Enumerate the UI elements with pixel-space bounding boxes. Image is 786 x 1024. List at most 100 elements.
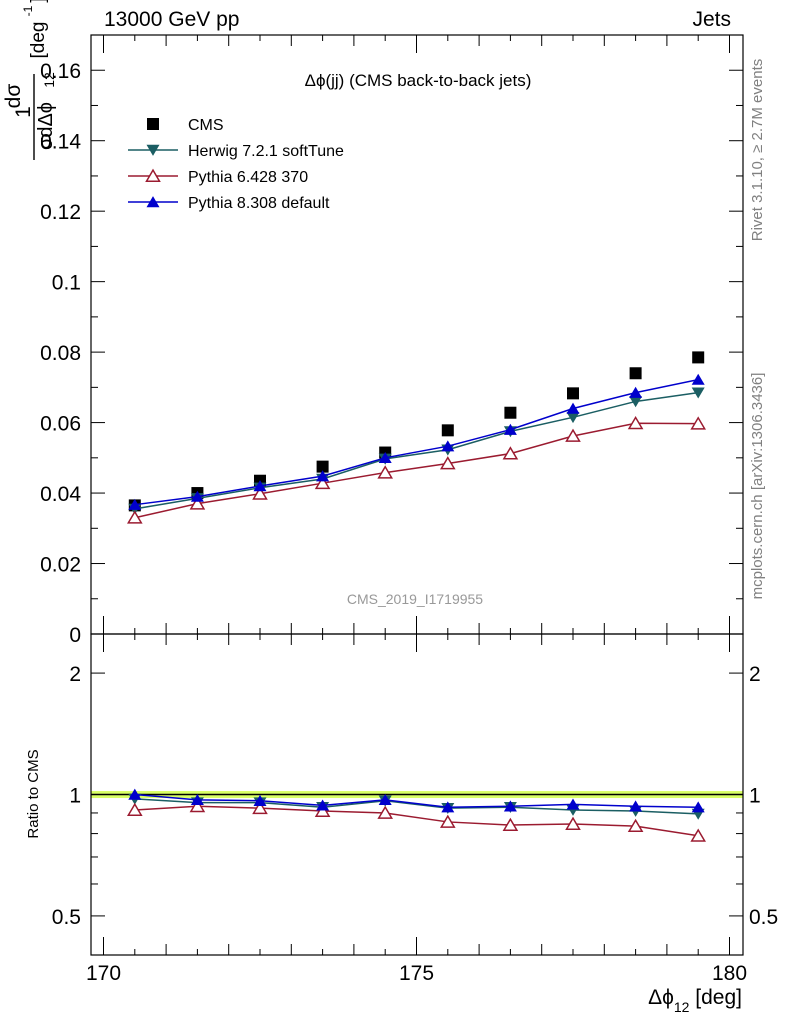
main-point-pythia-6-428-370: [690, 416, 707, 430]
legend-label: CMS: [188, 117, 224, 134]
ratio-point-pythia-8-308-default: [566, 798, 580, 810]
main-point-pythia-6-428-370: [439, 456, 456, 470]
main-point-cms: [692, 351, 705, 364]
main-y-tick-label: 0.04: [40, 483, 81, 506]
ratio-point-pythia-8-308-default: [128, 788, 142, 800]
ratio-y-tick-label: 1: [69, 785, 81, 808]
main-point-pythia-6-428-370: [252, 486, 268, 500]
main-point-pythia-8-308-default: [316, 470, 330, 482]
main-point-herwig-7-2-1-softtune: [691, 387, 705, 399]
ratio-point-pythia-8-308-default: [691, 801, 705, 813]
ratio-line-herwig-7-2-1-softtune: [134, 798, 699, 815]
ratio-point-pythia-8-308-default: [503, 800, 517, 812]
ratio-band-layer: [91, 791, 743, 799]
y-label-unit: [deg: [28, 22, 49, 59]
ratio-y-tick-label: 2: [69, 663, 81, 686]
legend-marker: [147, 118, 159, 130]
ratio-point-pythia-6-428-370: [377, 805, 394, 819]
ratio-y-tick-label: 0.5: [52, 906, 81, 929]
process-label: Jets: [692, 8, 731, 31]
ratio-line-pythia-8-308-default: [134, 793, 699, 808]
main-y-tick-label: 0.08: [40, 342, 81, 365]
ratio-point-pythia-8-308-default: [316, 799, 330, 811]
main-point-cms: [504, 406, 517, 419]
y-label-denominator: σdΔϕ: [35, 102, 57, 150]
ratio-y-tick-label-right: 1: [749, 785, 761, 808]
main-point-herwig-7-2-1-softtune: [566, 412, 580, 424]
text-layer: 0 0.02 0.04 0.06 0.08 0.1 0.12 0.14 0.16 170 175 18…: [2, 0, 778, 1015]
main-y-tick-label: 0.06: [40, 413, 81, 436]
main-point-pythia-8-308-default: [441, 440, 455, 452]
main-point-pythia-8-308-default: [503, 423, 517, 435]
ratio-point-pythia-6-428-370: [189, 798, 206, 813]
ratio-point-pythia-8-308-default: [629, 800, 643, 812]
legend-label: Pythia 8.308 default: [188, 195, 330, 212]
ratio-point-pythia-6-428-370: [565, 816, 581, 830]
main-point-pythia-6-428-370: [126, 510, 143, 524]
main-point-pythia-8-308-default: [253, 480, 267, 492]
main-series-herwig-7-2-1-softtune: [128, 387, 705, 515]
main-point-pythia-6-428-370: [314, 475, 331, 490]
x-tick-label: 175: [399, 962, 434, 985]
legend-marker: [146, 144, 160, 156]
main-y-tick-label: 0.1: [52, 272, 81, 295]
main-series-cms: [128, 351, 705, 512]
ratio-point-pythia-6-428-370: [502, 817, 519, 831]
main-y-tick-label: 0.16: [40, 60, 81, 83]
main-series-pythia-6-428-370: [126, 415, 707, 524]
ratio-point-pythia-6-428-370: [690, 828, 707, 842]
legend: CMS Herwig 7.2.1 softTune Pythia 6.428 370…: [128, 117, 344, 212]
legend-label: Herwig 7.2.1 softTune: [188, 143, 344, 160]
main-point-pythia-8-308-default: [128, 498, 142, 510]
analysis-watermark: CMS_2019_I1719955: [347, 591, 483, 607]
main-y-tick-label: 0.14: [40, 131, 81, 154]
main-line-herwig-7-2-1-softtune: [134, 391, 699, 510]
main-point-pythia-8-308-default: [566, 402, 580, 414]
main-point-pythia-6-428-370: [377, 465, 394, 479]
mcplots-label: mcplots.cern.ch [arXiv:1306.3436]: [749, 373, 766, 600]
ratio-point-pythia-8-308-default: [378, 793, 392, 806]
y-label-unit-exp: -1: [21, 5, 35, 16]
main-line-pythia-6-428-370: [134, 422, 699, 519]
energy-label: 13000 GeV pp: [104, 8, 240, 31]
main-point-pythia-6-428-370: [627, 415, 644, 430]
x-axis-label: Δϕ12 [deg]: [648, 986, 742, 1015]
y-label-unit-close: ]: [28, 0, 49, 3]
ratio-point-pythia-8-308-default: [190, 793, 204, 806]
series-layer: [126, 351, 707, 842]
main-y-tick-label: 0.02: [40, 554, 81, 577]
main-point-cms: [441, 424, 454, 437]
legend-marker: [145, 168, 161, 182]
ratio-line-pythia-6-428-370: [134, 805, 699, 837]
main-point-cms: [567, 387, 579, 400]
main-point-pythia-6-428-370: [502, 446, 519, 460]
rivet-version-label: Rivet 3.1.10, ≥ 2.7M events: [749, 59, 766, 242]
ratio-y-tick-label-right: 0.5: [749, 906, 778, 929]
ratio-point-pythia-6-428-370: [126, 802, 143, 817]
ratio-y-axis-label: Ratio to CMS: [25, 749, 42, 838]
chart-title: Δϕ(jj) (CMS back-to-back jets): [305, 71, 532, 90]
ratio-point-pythia-6-428-370: [439, 814, 456, 828]
main-point-pythia-8-308-default: [190, 490, 204, 502]
ratio-point-pythia-6-428-370: [314, 803, 331, 817]
ratio-series-pythia-6-428-370: [126, 798, 707, 842]
y-label-dσ: dσ: [2, 84, 25, 109]
main-point-pythia-6-428-370: [189, 496, 206, 510]
main-y-tick-label: 0.12: [40, 201, 81, 224]
main-y-tick-label: 0: [69, 624, 81, 647]
main-point-cms: [629, 367, 642, 380]
y-label-numerator: 1: [12, 106, 35, 118]
x-tick-label: 170: [86, 962, 121, 985]
main-point-herwig-7-2-1-softtune: [629, 396, 643, 408]
ticks-layer: [91, 34, 743, 956]
main-line-pythia-8-308-default: [134, 378, 699, 506]
main-point-pythia-8-308-default: [378, 451, 392, 464]
y-label-subscript: 12: [41, 72, 57, 88]
main-point-pythia-6-428-370: [565, 428, 581, 442]
legend-marker: [146, 196, 160, 208]
main-point-pythia-8-308-default: [691, 373, 705, 385]
x-tick-label: 180: [712, 962, 747, 985]
ratio-point-pythia-8-308-default: [253, 794, 267, 806]
